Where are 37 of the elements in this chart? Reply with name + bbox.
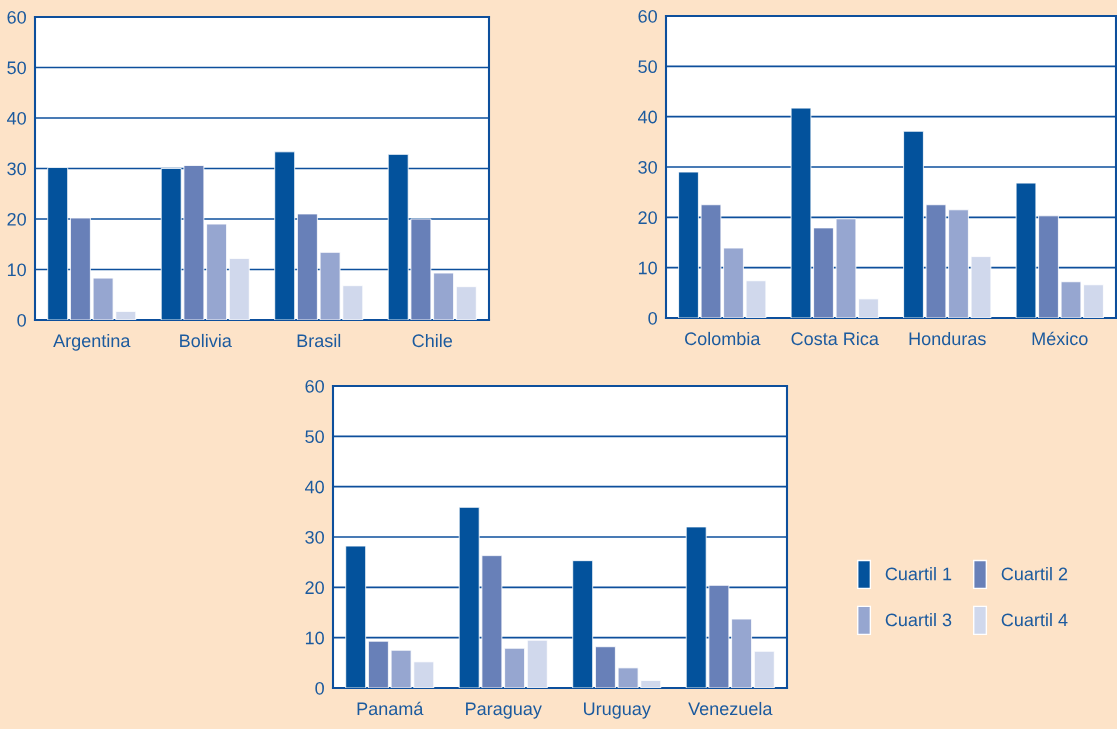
x-tick-label: Argentina bbox=[53, 333, 131, 351]
y-tick-label: 20 bbox=[7, 212, 26, 226]
y-tick-label: 30 bbox=[638, 160, 657, 174]
x-tick-label: Panamá bbox=[357, 701, 424, 716]
y-tick-label: 60 bbox=[7, 10, 26, 24]
x-tick-label: Paraguay bbox=[466, 702, 542, 719]
y-tick-label: 0 bbox=[648, 311, 657, 325]
x-tick-label: Honduras bbox=[909, 331, 986, 346]
y-tick-label: 0 bbox=[315, 681, 324, 695]
x-tick-label: Venezuela bbox=[688, 701, 773, 716]
x-tick-label: Colombia bbox=[685, 331, 761, 346]
y-tick-label: 50 bbox=[7, 61, 26, 75]
x-tick-label: Uruguay bbox=[584, 702, 651, 719]
legend-label: Cuartil 1 bbox=[885, 567, 952, 581]
x-tick-label: Bolivia bbox=[180, 333, 232, 348]
x-tick-label: Costa Rica bbox=[791, 331, 879, 346]
y-tick-label: 50 bbox=[305, 430, 324, 444]
legend-label: Cuartil 2 bbox=[1001, 567, 1068, 581]
x-tick-label: México bbox=[1032, 331, 1088, 346]
y-tick-label: 50 bbox=[638, 60, 657, 74]
y-tick-label: 10 bbox=[305, 631, 324, 645]
y-tick-label: 20 bbox=[305, 581, 324, 595]
y-tick-label: 10 bbox=[7, 263, 26, 277]
legend-label: Cuartil 4 bbox=[1001, 613, 1068, 627]
y-tick-label: 40 bbox=[7, 111, 26, 125]
y-tick-label: 40 bbox=[305, 480, 324, 494]
legend-label: Cuartil 3 bbox=[885, 613, 952, 627]
y-tick-label: 30 bbox=[305, 530, 324, 544]
y-tick-label: 30 bbox=[7, 162, 26, 176]
y-tick-label: 20 bbox=[638, 211, 657, 225]
x-tick-label: Brasil bbox=[297, 333, 341, 348]
y-tick-label: 10 bbox=[638, 261, 657, 275]
y-tick-label: 40 bbox=[638, 110, 657, 124]
y-tick-label: 60 bbox=[305, 379, 324, 393]
x-tick-label: Chile bbox=[412, 333, 453, 348]
y-tick-label: 60 bbox=[638, 9, 657, 23]
y-tick-label: 0 bbox=[17, 313, 26, 327]
